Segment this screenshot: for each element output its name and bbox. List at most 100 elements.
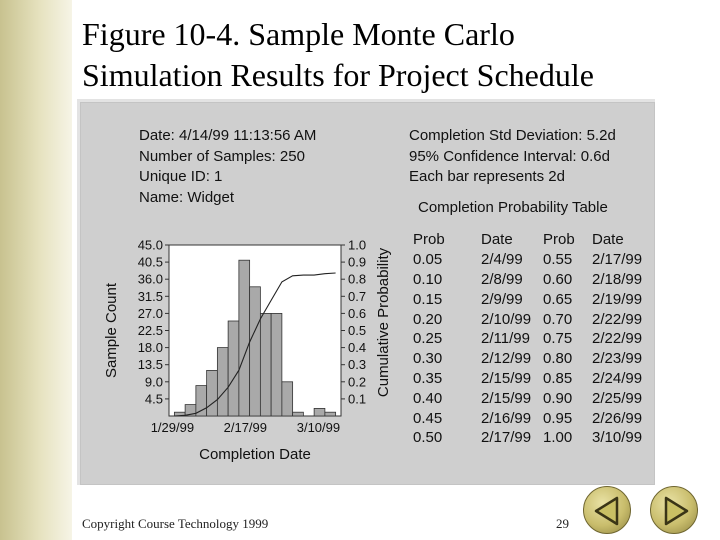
y-tick-label: 18.0 xyxy=(138,340,163,355)
arrow-left-icon xyxy=(594,496,619,526)
date-cell: 2/22/99 xyxy=(592,330,643,348)
prob-cell: 0.75 xyxy=(543,330,573,348)
next-slide-button[interactable] xyxy=(650,486,698,534)
copyright-footer: Copyright Course Technology 1999 xyxy=(82,516,269,531)
page-number: 29 xyxy=(556,516,569,531)
date-cell: 2/15/99 xyxy=(481,389,532,407)
date-cell: 2/19/99 xyxy=(592,290,643,308)
previous-slide-button[interactable] xyxy=(583,486,631,534)
histogram-bar xyxy=(292,411,304,417)
prob-cell: 0.90 xyxy=(543,389,573,407)
info-confidence: 95% Confidence Interval: 0.6d xyxy=(409,147,610,165)
arrow-right-icon xyxy=(664,496,689,526)
date-cell: 2/12/99 xyxy=(481,350,532,368)
x-axis-label: Completion Date xyxy=(199,446,311,463)
table-row: 0.30 2/12/99 0.80 2/23/99 xyxy=(413,349,654,369)
y2-tick-label: 0.1 xyxy=(348,391,366,406)
x-tick-label: 2/17/99 xyxy=(224,420,267,435)
table-row: 0.25 2/11/99 0.75 2/22/99 xyxy=(413,329,654,349)
histogram-bar xyxy=(324,411,337,417)
table-row: 0.15 2/9/99 0.65 2/19/99 xyxy=(413,289,654,309)
date-cell: 3/10/99 xyxy=(592,429,643,447)
date-cell: 2/17/99 xyxy=(592,251,643,269)
table-row: 0.20 2/10/99 0.70 2/22/99 xyxy=(413,309,654,329)
histogram-bar xyxy=(238,259,251,417)
prob-cell: 1.00 xyxy=(543,429,573,447)
monte-carlo-chart: 4.5 9.0 13.5 18.0 22.5 27.0 31.5 36.0 40.5 45.0 0.… xyxy=(103,238,392,464)
y-tick-label: 22.5 xyxy=(138,323,163,338)
date-cell: 2/22/99 xyxy=(592,310,643,328)
prob-cell: 0.80 xyxy=(543,350,573,368)
prob-cell: 0.55 xyxy=(543,251,573,269)
date-cell: 2/24/99 xyxy=(592,369,643,387)
y-tick-label: 40.5 xyxy=(138,255,163,270)
y-tick-label: 4.5 xyxy=(145,391,163,406)
prob-cell: 0.85 xyxy=(543,369,573,387)
date-cell: 2/10/99 xyxy=(481,310,532,328)
y2-tick-label: 0.7 xyxy=(348,289,366,304)
header-prob-1: Prob xyxy=(413,231,445,249)
table-row: 0.10 2/8/99 0.60 2/18/99 xyxy=(413,270,654,290)
table-row: 0.05 2/4/99 0.55 2/17/99 xyxy=(413,250,654,270)
histogram-bar xyxy=(281,381,294,417)
info-left: Date: 4/14/99 11:13:56 AM Number of Samp… xyxy=(139,126,316,208)
info-unique-id: Unique ID: 1 xyxy=(139,168,223,185)
info-date: Date: 4/14/99 11:13:56 AM xyxy=(139,127,317,144)
histogram-bar xyxy=(206,369,218,417)
date-cell: 2/18/99 xyxy=(592,270,643,288)
date-cell: 2/23/99 xyxy=(592,350,643,368)
title-line-1: Figure 10-4. Sample Monte Carlo xyxy=(82,16,515,52)
histogram-bar xyxy=(270,313,283,417)
y2-tick-label: 0.3 xyxy=(348,357,366,372)
cumulative-line xyxy=(174,272,336,417)
y-tick-label: 36.0 xyxy=(138,272,163,287)
slide-title: Figure 10-4. Sample Monte Carlo Simulati… xyxy=(82,14,712,96)
histogram-bar xyxy=(259,313,272,417)
y2-tick-label: 0.6 xyxy=(348,306,366,321)
prob-cell: 0.60 xyxy=(543,270,573,288)
y2-tick-label: 0.4 xyxy=(348,340,366,355)
header-prob-2: Prob xyxy=(543,231,575,249)
prob-cell: 0.25 xyxy=(413,330,443,348)
y2-tick-label: 0.8 xyxy=(348,272,366,287)
prob-cell: 0.40 xyxy=(413,389,443,407)
y-tick-label: 31.5 xyxy=(138,289,163,304)
x-tick-label: 1/29/99 xyxy=(151,420,194,435)
y-axis-label: Sample Count xyxy=(103,282,120,378)
y2-tick-label: 0.2 xyxy=(348,374,366,389)
info-std-dev: Completion Std Deviation: 5.2d xyxy=(409,127,616,144)
header-date-1: Date xyxy=(481,231,513,249)
title-line-2: Simulation Results for Project Schedule xyxy=(82,57,594,93)
histogram-bar xyxy=(227,320,240,417)
prob-cell: 0.50 xyxy=(413,429,443,447)
y-tick-label: 45.0 xyxy=(138,238,163,253)
date-cell: 2/26/99 xyxy=(592,409,643,427)
probability-table-header: Prob Date Prob Date xyxy=(413,230,654,250)
y-tick-label: 9.0 xyxy=(145,374,163,389)
prob-cell: 0.05 xyxy=(413,251,443,269)
prob-cell: 0.30 xyxy=(413,350,443,368)
date-cell: 2/11/99 xyxy=(481,330,530,348)
table-row: 0.35 2/15/99 0.85 2/24/99 xyxy=(413,369,654,389)
y2-tick-label: 1.0 xyxy=(348,238,366,253)
info-bar-note: Each bar represents 2d xyxy=(409,168,565,185)
x-tick-label: 3/10/99 xyxy=(297,420,340,435)
y2-axis-label: Cumulative Probability xyxy=(375,247,392,397)
info-right: Completion Std Deviation: 5.2d 95% Confi… xyxy=(409,126,616,188)
probability-table: Prob Date Prob Date 0.05 2/4/99 0.55 2/17/9… xyxy=(413,230,654,448)
date-cell: 2/4/99 xyxy=(481,251,523,269)
prob-cell: 0.45 xyxy=(413,409,443,427)
probability-table-title: Completion Probability Table xyxy=(418,199,608,216)
info-samples: Number of Samples: 250 xyxy=(139,147,305,165)
date-cell: 2/17/99 xyxy=(481,429,532,447)
prob-cell: 0.35 xyxy=(413,369,443,387)
date-cell: 2/15/99 xyxy=(481,369,532,387)
y2-tick-label: 0.5 xyxy=(348,323,366,338)
histogram-bar xyxy=(195,385,208,417)
decorative-band xyxy=(0,0,72,540)
histogram-bar xyxy=(249,286,261,417)
y-tick-label: 13.5 xyxy=(138,357,163,372)
prob-cell: 0.15 xyxy=(413,290,443,308)
table-row: 0.45 2/16/99 0.95 2/26/99 xyxy=(413,408,654,428)
histogram-bar xyxy=(313,407,326,417)
